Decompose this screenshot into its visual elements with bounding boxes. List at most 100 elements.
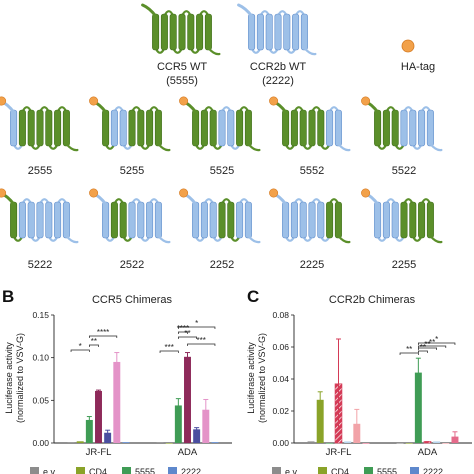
y-axis-label: Luciferase activity(normalized to VSV-G) xyxy=(4,333,25,423)
receptor-helix xyxy=(18,109,26,147)
y-tick-label: 0.00 xyxy=(32,438,49,448)
receptor-helix xyxy=(204,13,212,51)
legend-label: 5555 xyxy=(135,467,155,474)
ha-tag-icon xyxy=(0,188,7,198)
ha-tag-icon xyxy=(269,188,279,198)
y-tick-label: 0.00 xyxy=(272,438,289,448)
receptor-helix xyxy=(391,201,399,239)
chimera-label: 5255 xyxy=(120,165,144,177)
receptor-helix xyxy=(292,13,300,51)
legend-swatch xyxy=(30,467,39,474)
receptor-helix xyxy=(160,13,168,51)
receptor-helix xyxy=(110,109,118,147)
bar xyxy=(165,443,173,444)
receptor-helix xyxy=(110,201,118,239)
significance-label: *** xyxy=(197,336,206,345)
legend-label: 2222 xyxy=(423,467,443,474)
y-tick-label: 0.10 xyxy=(32,353,49,363)
receptor-helix xyxy=(54,201,62,239)
receptor-helix xyxy=(334,109,342,147)
bar xyxy=(122,442,130,443)
receptor-helix xyxy=(248,13,256,51)
significance-bracket xyxy=(417,350,428,353)
significance-label: ** xyxy=(424,340,430,349)
chimera-label: 5222 xyxy=(28,259,52,271)
receptor-c-terminus xyxy=(157,142,171,152)
receptor-helix xyxy=(409,201,417,239)
category-label: JR-FL xyxy=(326,447,352,458)
receptor-helix xyxy=(137,109,145,147)
wt-ccr2b-name: CCR2b WT xyxy=(250,61,307,73)
y-tick-label: 0.05 xyxy=(32,395,49,405)
receptor-helix xyxy=(209,201,217,239)
receptor-helix xyxy=(418,109,426,147)
receptor-helix xyxy=(256,13,264,51)
receptor-(2222) xyxy=(237,3,317,56)
receptor-helix xyxy=(102,109,110,147)
receptor-2255 xyxy=(363,191,443,244)
bar xyxy=(156,442,164,443)
receptor-helix xyxy=(196,13,204,51)
receptor-helix xyxy=(119,109,127,147)
legend-label: CD4 xyxy=(331,467,349,474)
receptor-helix xyxy=(334,201,342,239)
legend-label: 5555 xyxy=(377,467,397,474)
receptor-helix xyxy=(154,201,162,239)
significance-bracket xyxy=(187,343,216,346)
receptor-helix xyxy=(282,109,290,147)
wt-ccr2b-code: (2222) xyxy=(262,75,294,87)
receptor-n-terminus xyxy=(141,3,158,18)
significance-bracket xyxy=(159,350,179,353)
receptor-helix xyxy=(300,13,308,51)
bar xyxy=(113,361,121,443)
receptor-helix xyxy=(27,109,35,147)
receptor-c-terminus xyxy=(207,46,221,56)
legend-swatch xyxy=(272,467,281,474)
wild-type-receptors xyxy=(141,3,317,56)
receptor-2555 xyxy=(0,99,79,152)
receptor-helix xyxy=(244,109,252,147)
receptor-c-terminus xyxy=(247,142,261,152)
y-tick-label: 0.02 xyxy=(272,406,289,416)
ha-tag-icon xyxy=(361,96,371,106)
y-tick-label: 0.15 xyxy=(32,310,49,320)
legend-label: e.v. xyxy=(285,467,299,474)
significance-label: **** xyxy=(97,328,109,337)
receptor-c-terminus xyxy=(65,234,79,244)
ha-tag-icon xyxy=(179,188,189,198)
significance-label: ** xyxy=(420,343,426,352)
legend-swatch xyxy=(122,467,131,474)
receptor-c-terminus xyxy=(247,234,261,244)
y-tick-label: 0.04 xyxy=(272,374,289,384)
receptor-5552 xyxy=(271,99,351,152)
receptor-helix xyxy=(326,201,334,239)
significance-bracket xyxy=(88,335,118,338)
receptor-helix xyxy=(283,13,291,51)
receptor-helix xyxy=(265,13,273,51)
receptor-helix xyxy=(236,201,244,239)
bar xyxy=(211,442,219,443)
bar xyxy=(423,441,432,444)
bar xyxy=(325,443,333,444)
bar xyxy=(76,441,84,443)
significance-bracket xyxy=(177,331,188,334)
bar xyxy=(184,356,191,443)
significance-bracket xyxy=(417,345,447,348)
receptor-helix xyxy=(187,13,195,51)
significance-bracket xyxy=(177,336,198,339)
receptor-5522 xyxy=(363,99,443,152)
chimera-label: 2555 xyxy=(28,165,52,177)
receptor-helix xyxy=(290,109,298,147)
receptor-helix xyxy=(236,109,244,147)
receptor-helix xyxy=(299,109,307,147)
receptor-helix xyxy=(178,13,186,51)
chimera-label: 5552 xyxy=(300,165,324,177)
legend-panel-c: e.v. CD4 5555 2222 xyxy=(272,467,443,474)
receptor-c-terminus xyxy=(337,234,351,244)
y-tick-label: 0.08 xyxy=(272,310,289,320)
receptor-(5555) xyxy=(141,3,221,56)
receptor-helix xyxy=(10,201,18,239)
receptor-helix xyxy=(137,201,145,239)
